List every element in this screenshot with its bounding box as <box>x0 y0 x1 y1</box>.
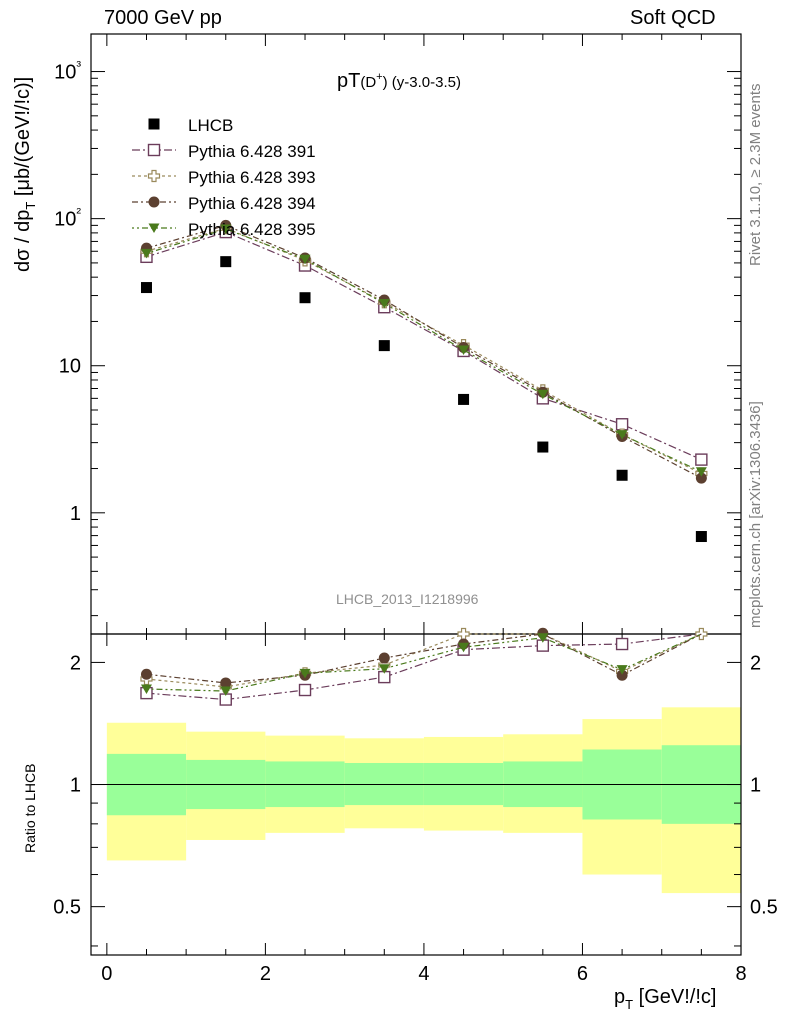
analysis-id: LHCB_2013_I1218996 <box>336 591 479 607</box>
y-tick-label-ratio: 2 <box>70 652 81 674</box>
x-tick-label: 4 <box>418 963 429 985</box>
legend-marker-lhcb <box>148 118 160 130</box>
x-tick-label: 6 <box>577 963 588 985</box>
ratio-point-pythia-6-428-394 <box>140 668 152 680</box>
legend-label-pythia-6-428-394: Pythia 6.428 394 <box>188 194 316 213</box>
ratio-point-pythia-6-428-391 <box>615 637 629 651</box>
ratio-point-pythia-6-428-394 <box>378 652 390 664</box>
ratio-point-pythia-6-428-395 <box>299 668 311 679</box>
y-tick-label-ratio: 0.5 <box>53 897 81 919</box>
data-point-pythia-6-428-395 <box>378 298 390 309</box>
plot-title-paren-open: (D <box>360 74 377 91</box>
data-point-pythia-6-428-391 <box>615 418 629 431</box>
ratio-point-pythia-6-428-391 <box>298 683 312 697</box>
series-line-pythia-6-428-395 <box>146 228 702 473</box>
legend-label-pythia-6-428-391: Pythia 6.428 391 <box>188 142 316 161</box>
ratio-point-pythia-6-428-393 <box>457 627 470 641</box>
ratio-line-pythia-6-428-391 <box>146 633 702 701</box>
x-tick-label: 8 <box>735 963 746 985</box>
y-tick-label-ratio-right: 1 <box>750 775 761 797</box>
plot-title-main: pT <box>337 70 361 92</box>
x-tick-label: 0 <box>101 963 112 985</box>
x-axis-label: pT [GeV!/!c] <box>614 986 717 1012</box>
series-line-pythia-6-428-391 <box>146 231 702 461</box>
legend-marker-pythia-6-428-391 <box>147 143 161 157</box>
header-left: 7000 GeV pp <box>104 7 222 29</box>
ratio-line-pythia-6-428-394 <box>146 633 702 684</box>
y-tick-label-main: 10² <box>54 205 81 231</box>
data-point-pythia-6-428-395 <box>616 430 628 440</box>
data-point-pythia-6-428-395 <box>220 224 232 235</box>
data-point-lhcb <box>299 292 311 304</box>
x-tick-label: 2 <box>260 963 271 985</box>
ratio-point-pythia-6-428-394 <box>616 669 628 681</box>
uncertainty-band-inner <box>423 762 504 806</box>
legend-label-pythia-6-428-395: Pythia 6.428 395 <box>188 220 316 239</box>
x-axis-label-sub: T <box>625 997 634 1012</box>
data-point-lhcb <box>695 531 707 543</box>
ratio-point-pythia-6-428-395 <box>537 633 549 643</box>
data-point-lhcb <box>616 469 628 481</box>
header-right: Soft QCD <box>630 7 716 29</box>
plot-title-range: (y-3.0-3.5) <box>387 74 461 91</box>
data-point-lhcb <box>378 340 390 352</box>
legend-marker-pythia-6-428-394 <box>148 196 160 208</box>
x-axis-label-post: [GeV!/!c] <box>633 986 717 1008</box>
data-point-pythia-6-428-395 <box>695 467 707 477</box>
legend-marker-pythia-6-428-393 <box>147 169 161 183</box>
y-tick-label-ratio-right: 2 <box>750 652 761 674</box>
legend-label-lhcb: LHCB <box>188 116 233 135</box>
ratio-line-pythia-6-428-395 <box>146 633 702 692</box>
plot-title-paren-close: ) <box>382 74 388 91</box>
data-point-pythia-6-428-395 <box>458 345 470 355</box>
plot-title: pT(D+) (y-3.0-3.5) <box>337 70 461 93</box>
legend-label-pythia-6-428-393: Pythia 6.428 393 <box>188 168 316 187</box>
ratio-frame <box>90 633 742 956</box>
plot-title-sup: + <box>376 71 383 83</box>
ratio-point-pythia-6-428-395 <box>140 684 152 694</box>
uncertainty-band-inner <box>344 762 424 806</box>
x-axis-label-pre: p <box>614 986 626 1008</box>
data-point-lhcb <box>140 282 152 294</box>
series-line-pythia-6-428-394 <box>146 224 702 479</box>
y-tick-label-main: 10 <box>59 356 81 378</box>
ratio-point-pythia-6-428-395 <box>616 665 628 675</box>
y-tick-label-ratio: 1 <box>70 775 81 797</box>
data-point-pythia-6-428-394 <box>695 472 707 484</box>
legend-marker-pythia-6-428-395 <box>148 223 160 233</box>
data-point-pythia-6-428-395 <box>140 248 152 259</box>
data-point-lhcb <box>537 441 549 453</box>
y-tick-label-ratio-right: 0.5 <box>750 897 778 919</box>
y-tick-label-main: 1 <box>70 503 81 525</box>
ratio-point-pythia-6-428-395 <box>220 686 232 697</box>
data-point-pythia-6-428-391 <box>695 453 708 466</box>
ratio-point-pythia-6-428-394 <box>220 677 232 689</box>
ratio-point-pythia-6-428-395 <box>458 642 470 653</box>
data-point-pythia-6-428-395 <box>537 389 549 400</box>
ratio-line-pythia-6-428-393 <box>146 633 702 688</box>
data-point-lhcb <box>458 393 470 405</box>
y-tick-label-main: 10³ <box>54 58 81 84</box>
ratio-point-pythia-6-428-395 <box>378 664 390 674</box>
data-point-lhcb <box>220 256 232 268</box>
data-point-pythia-6-428-395 <box>299 254 311 265</box>
